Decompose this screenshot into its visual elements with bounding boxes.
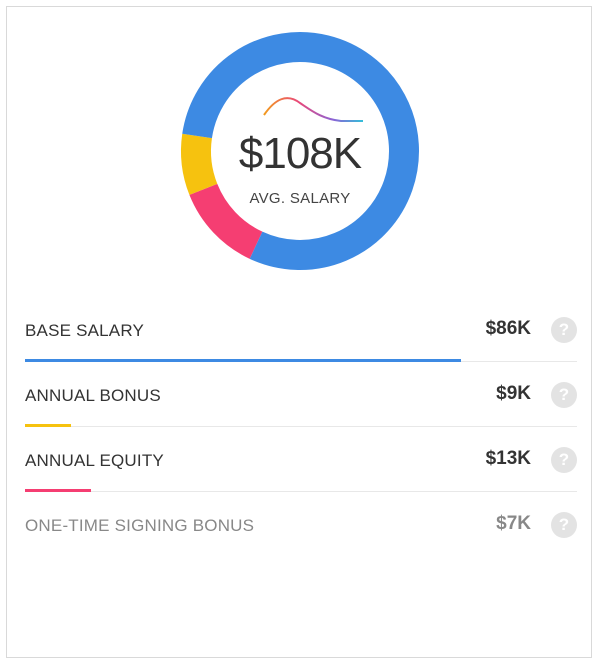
row-signing-bonus: ONE-TIME SIGNING BONUS $7K ?: [25, 492, 577, 556]
signing-bonus-value: $7K: [496, 513, 531, 534]
signing-bonus-label: ONE-TIME SIGNING BONUS: [25, 516, 255, 535]
annual-bonus-label: ANNUAL BONUS: [25, 386, 161, 405]
help-icon[interactable]: ?: [551, 447, 577, 473]
row-base-salary: BASE SALARY $86K ?: [25, 297, 577, 362]
salary-distribution-sparkline: [263, 97, 363, 122]
annual-bonus-value: $9K: [496, 383, 531, 404]
avg-salary-value: $108K: [238, 129, 362, 178]
help-icon[interactable]: ?: [551, 317, 577, 343]
avg-salary-label: AVG. SALARY: [249, 190, 351, 207]
donut-slice-base-salary: [182, 32, 419, 270]
row-annual-bonus: ANNUAL BONUS $9K ?: [25, 362, 577, 427]
annual-bonus-bar: [25, 424, 71, 427]
row-annual-equity: ANNUAL EQUITY $13K ?: [25, 427, 577, 492]
salary-card: $108K AVG. SALARY BASE SALARY $86K ? ANN…: [6, 6, 592, 658]
help-icon[interactable]: ?: [551, 382, 577, 408]
donut-svg: [181, 32, 419, 270]
donut-slice-annual-bonus: [181, 133, 218, 195]
annual-equity-bar: [25, 489, 91, 492]
base-salary-value: $86K: [485, 318, 531, 339]
annual-equity-value: $13K: [485, 448, 531, 469]
base-salary-bar: [25, 359, 461, 362]
compensation-breakdown: BASE SALARY $86K ? ANNUAL BONUS $9K ? AN…: [25, 297, 577, 556]
base-salary-label: BASE SALARY: [25, 321, 145, 340]
help-icon[interactable]: ?: [551, 512, 577, 538]
annual-equity-label: ANNUAL EQUITY: [25, 451, 164, 470]
salary-donut-chart: $108K AVG. SALARY: [7, 7, 593, 297]
donut-slice-annual-equity: [189, 183, 263, 259]
